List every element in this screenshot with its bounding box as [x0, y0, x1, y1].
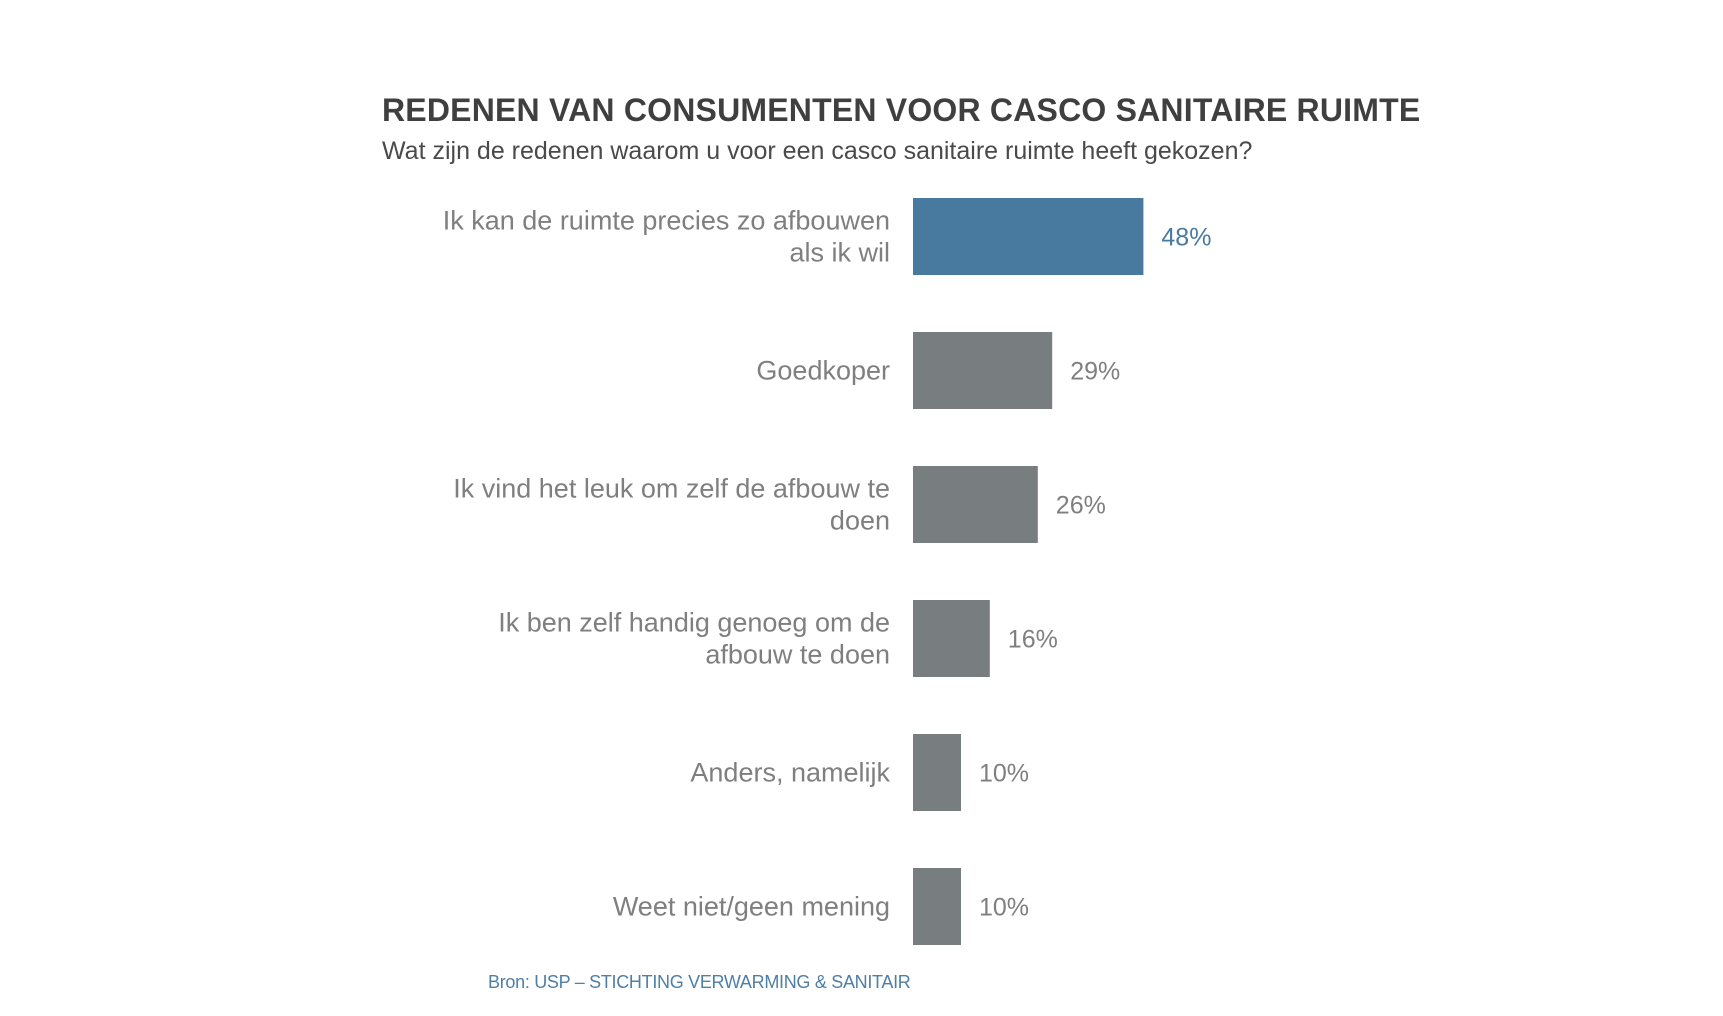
chart-title: REDENEN VAN CONSUMENTEN VOOR CASCO SANIT…: [382, 92, 1421, 128]
category-label: Anders, namelijk: [690, 758, 890, 788]
value-label: 16%: [1008, 626, 1058, 654]
category-label: Weet niet/geen mening: [613, 892, 890, 922]
bar: [913, 868, 961, 945]
bar: [913, 466, 1038, 543]
chart-subtitle: Wat zijn de redenen waarom u voor een ca…: [382, 137, 1253, 165]
bar: [913, 600, 990, 677]
category-label: Goedkoper: [756, 356, 890, 386]
category-label: Ik ben zelf handig genoeg om de afbouw te…: [498, 608, 890, 670]
value-label: 48%: [1161, 224, 1211, 252]
value-label: 26%: [1056, 492, 1106, 520]
value-label: 29%: [1070, 358, 1120, 386]
category-label: Ik kan de ruimte precies zo afbouwen als …: [443, 206, 890, 268]
value-label: 10%: [979, 894, 1029, 922]
bar: [913, 198, 1144, 275]
bar: [913, 734, 961, 811]
source-note: Bron: USP – STICHTING VERWARMING & SANIT…: [488, 972, 911, 992]
category-label: Ik vind het leuk om zelf de afbouw te doe…: [453, 474, 890, 536]
bar: [913, 332, 1053, 409]
value-label: 10%: [979, 760, 1029, 788]
